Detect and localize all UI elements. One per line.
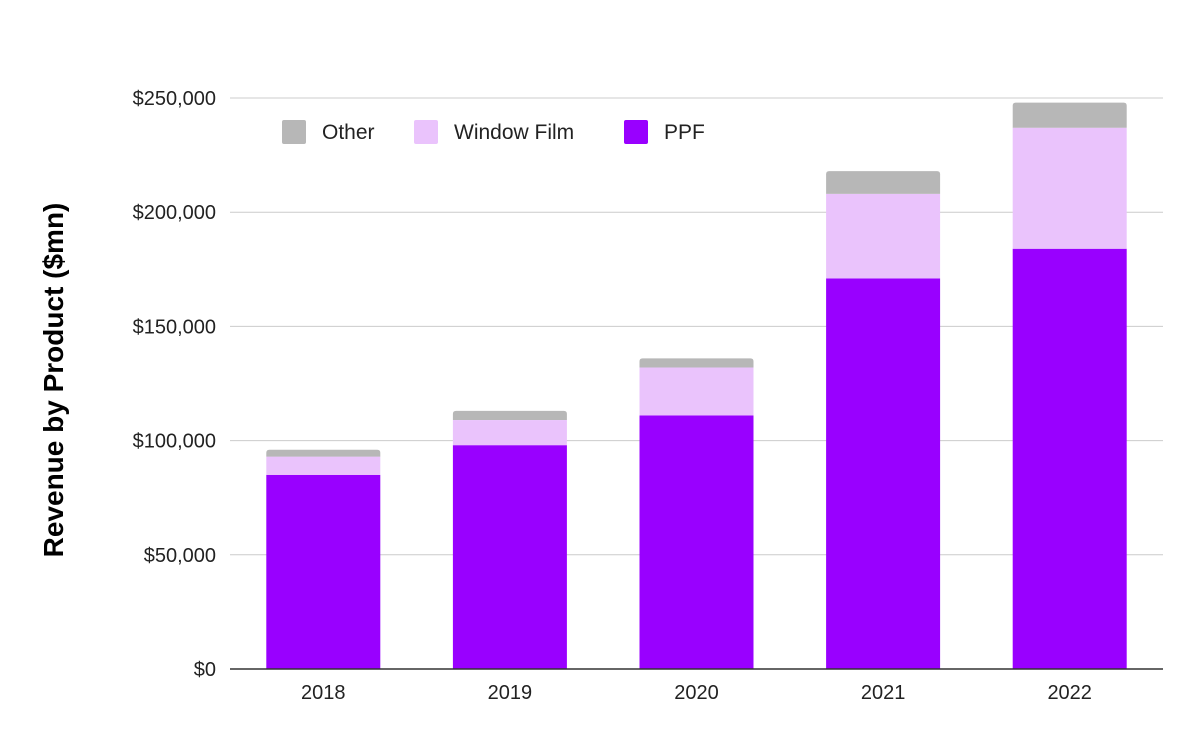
x-tick-label: 2022 xyxy=(1047,682,1092,704)
bar-window-film-2019 xyxy=(452,420,567,446)
legend-label: Other xyxy=(322,121,375,144)
legend-label: Window Film xyxy=(454,121,574,144)
bar-window-film-2022 xyxy=(1012,127,1127,249)
y-tick-label: $150,000 xyxy=(133,316,216,338)
x-tick-label: 2019 xyxy=(488,682,533,704)
y-tick-label: $0 xyxy=(194,659,216,681)
bars xyxy=(266,102,1127,669)
y-axis-ticks: $0 $50,000 $100,000 $150,000 $200,000 $250,00… xyxy=(133,88,216,681)
bar-window-film-2018 xyxy=(266,456,381,475)
bar-window-film-2021 xyxy=(826,193,941,279)
bar-other-2019 xyxy=(452,410,567,421)
bar-ppf-2022 xyxy=(1012,248,1127,669)
bar-ppf-2018 xyxy=(266,474,381,669)
bar-window-film-2020 xyxy=(639,367,754,416)
legend-label: PPF xyxy=(664,121,705,144)
bar-ppf-2021 xyxy=(826,278,941,669)
x-tick-label: 2020 xyxy=(674,682,719,704)
y-tick-label: $200,000 xyxy=(133,202,216,224)
y-tick-label: $250,000 xyxy=(133,88,216,110)
bar-ppf-2020 xyxy=(639,415,754,669)
x-tick-label: 2018 xyxy=(301,682,346,704)
gridlines xyxy=(230,97,1163,556)
bar-other-2022 xyxy=(1012,102,1127,128)
bar-ppf-2019 xyxy=(452,445,567,669)
y-tick-label: $50,000 xyxy=(144,545,216,567)
bar-other-2021 xyxy=(826,171,941,194)
legend-swatch-window-film xyxy=(414,120,438,144)
bar-other-2020 xyxy=(639,358,754,368)
x-axis-ticks: 2018 2019 2020 2021 2022 xyxy=(301,682,1092,704)
y-axis-label: Revenue by Product ($mn) xyxy=(38,203,69,558)
legend-swatch-ppf xyxy=(624,120,648,144)
legend-swatch-other xyxy=(282,120,306,144)
x-tick-label: 2021 xyxy=(861,682,906,704)
legend: Other Window Film PPF xyxy=(282,120,705,144)
bar-other-2018 xyxy=(266,449,381,457)
y-tick-label: $100,000 xyxy=(133,431,216,453)
